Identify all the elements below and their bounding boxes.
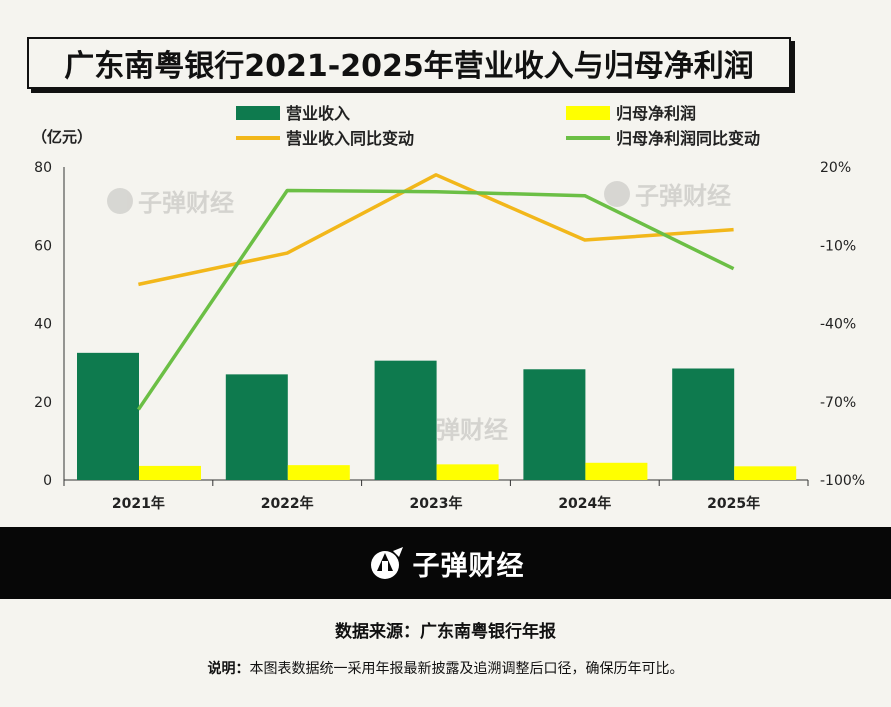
- x-tick-label: 2025年: [707, 495, 760, 512]
- y-right-tick-label: -40%: [820, 317, 856, 333]
- x-tick-label: 2022年: [261, 495, 314, 512]
- legend-item: 营业收入同比变动: [236, 129, 414, 148]
- bars: [77, 352, 797, 480]
- legend-label: 营业收入: [286, 104, 350, 123]
- chart-title: 广东南粤银行2021-2025年营业收入与归母净利润: [27, 37, 791, 89]
- bullet-logo-icon: [370, 547, 403, 579]
- bar-revenue: [374, 360, 437, 480]
- watermark-text: 子弹财经: [138, 189, 234, 217]
- y-axis-left-ticks: 0 20 40 60 80: [34, 160, 52, 489]
- bar-net-profit: [139, 465, 201, 480]
- bar-revenue: [225, 374, 288, 480]
- y-left-tick-label: 60: [34, 238, 52, 254]
- data-source: 数据来源：广东南粤银行年报: [335, 622, 556, 642]
- note-label: 说明：: [207, 661, 250, 677]
- footer-bar: 子弹财经: [0, 527, 891, 599]
- line-net-profit-yoy: [136, 188, 735, 411]
- y-right-tick-label: 20%: [820, 160, 851, 176]
- y-axis-unit-label: （亿元）: [32, 128, 92, 146]
- lines: [136, 173, 735, 411]
- legend-label: 营业收入同比变动: [286, 129, 414, 148]
- watermark-text: 子弹财经: [635, 182, 731, 210]
- bar-net-profit: [436, 464, 499, 480]
- legend-item: 归母净利润: [566, 104, 696, 123]
- footer-logo: 子弹财经: [367, 543, 525, 583]
- watermark-logo-icon: [107, 188, 133, 214]
- legend-item: 归母净利润同比变动: [566, 129, 760, 148]
- note: 说明：本图表数据统一采用年报最新披露及追溯调整后口径，确保历年可比。: [0, 658, 891, 678]
- legend-swatch: [566, 106, 610, 120]
- bar-net-profit: [287, 465, 350, 480]
- y-right-tick-label: -70%: [820, 395, 856, 411]
- x-tick-label: 2023年: [410, 495, 463, 512]
- watermark: 子弹财经: [107, 188, 234, 217]
- y-left-tick-label: 80: [34, 160, 52, 176]
- footer-brand: 子弹财经: [412, 550, 525, 582]
- y-left-tick-label: 20: [34, 395, 52, 411]
- legend-swatch: [236, 106, 280, 120]
- legend-item: 营业收入: [236, 104, 350, 123]
- x-tick-label: 2024年: [558, 495, 611, 512]
- note-text: 本图表数据统一采用年报最新披露及追溯调整后口径，确保历年可比。: [249, 661, 684, 677]
- bar-revenue: [672, 368, 735, 480]
- bar-revenue: [77, 352, 139, 480]
- y-right-tick-label: -10%: [820, 238, 856, 254]
- watermark: 子弹财经: [604, 181, 731, 210]
- y-left-tick-label: 0: [43, 473, 52, 489]
- x-tick-label: 2021年: [112, 495, 165, 512]
- legend-label: 归母净利润同比变动: [616, 129, 760, 148]
- y-left-tick-label: 40: [34, 317, 52, 333]
- x-axis-ticks: 2021年 2022年 2023年 2024年 2025年: [63, 480, 809, 512]
- watermark-logo-icon: [604, 181, 630, 207]
- bar-net-profit: [734, 466, 797, 480]
- bar-net-profit: [585, 462, 648, 480]
- y-axis-right-ticks: -100% -70% -40% -10% 20%: [820, 160, 865, 489]
- legend-label: 归母净利润: [616, 104, 696, 123]
- bar-revenue: [523, 369, 586, 480]
- y-right-tick-label: -100%: [820, 473, 865, 489]
